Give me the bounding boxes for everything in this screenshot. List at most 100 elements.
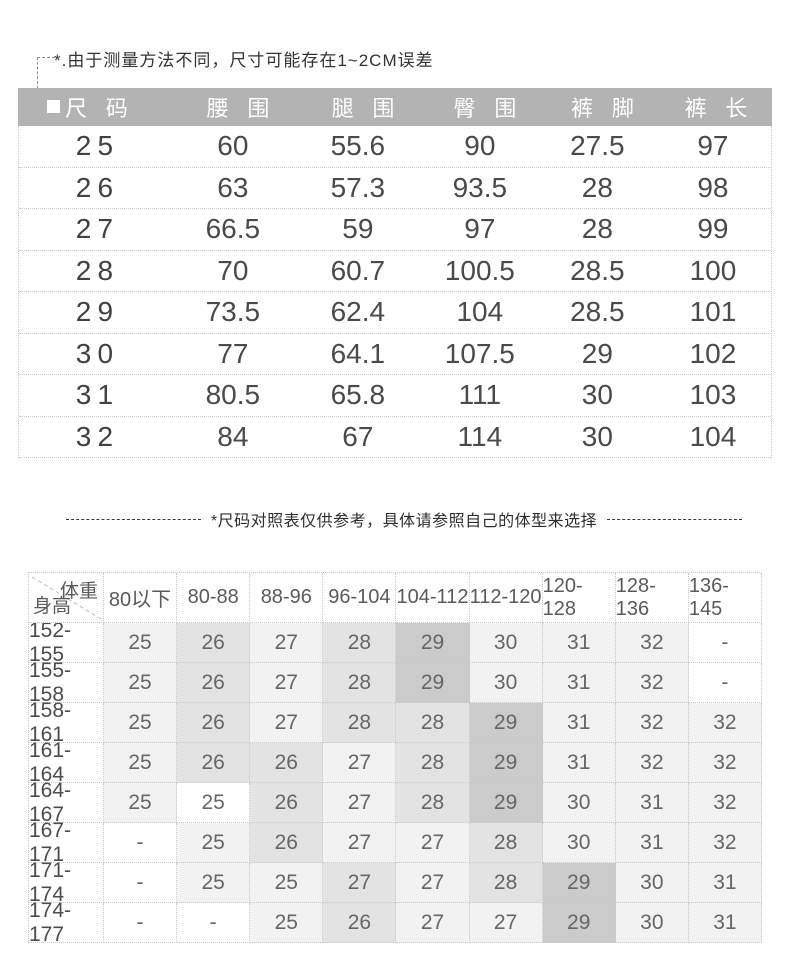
measurement-cell: 28 xyxy=(581,213,613,245)
recommended-size-cell: - xyxy=(688,663,762,703)
size-table-row: 28 70 60.7 100.5 28.5 100 xyxy=(19,251,771,292)
weight-range-header: 80-88 xyxy=(177,573,251,623)
size-table-row: 32 84 67 114 30 104 xyxy=(19,417,771,458)
col-header-leg-opening: 裤脚 xyxy=(571,96,653,121)
recommended-size-cell: 28 xyxy=(323,623,397,663)
fit-matrix-header-row: 体重 身高 80以下 80-88 88-96 96-104 104-112 112-120… xyxy=(29,573,762,623)
measurement-cell: 67 xyxy=(342,420,374,452)
recommended-size-cell: 25 xyxy=(177,863,251,903)
height-range-label: 152-155 xyxy=(29,619,104,666)
size-table-body: 25 60 55.6 90 27.5 97 26 63 57.3 93.5 28 98 27 66.5 59… xyxy=(18,126,772,458)
recommended-size-cell: 27 xyxy=(323,863,397,903)
recommended-size-cell: 30 xyxy=(469,623,543,663)
measurement-cell: 107.5 xyxy=(444,337,515,369)
size-value-cell: 25 xyxy=(75,130,120,162)
reference-note: *尺码对照表仅供参考，具体请参照自己的体型来选择 xyxy=(66,507,743,531)
recommended-size-cell: 27 xyxy=(469,903,543,943)
recommended-size-cell: 26 xyxy=(323,903,397,943)
measurement-cell: 104 xyxy=(689,420,737,452)
recommended-size-cell: 32 xyxy=(615,663,689,703)
measurement-cell: 65.8 xyxy=(330,379,386,411)
recommended-size-cell: 30 xyxy=(542,823,616,863)
recommended-size-cell: 31 xyxy=(542,743,616,783)
recommended-size-cell: - xyxy=(177,903,251,943)
recommended-size-cell: 31 xyxy=(542,623,616,663)
recommended-size-cell: 27 xyxy=(250,703,324,743)
fit-matrix-row: 158-161 25 26 27 28 28 29 31 32 32 xyxy=(29,699,762,746)
col-header-size: 尺码 xyxy=(65,96,147,121)
recommended-size-cell: 30 xyxy=(542,783,616,823)
fit-matrix-row: 164-167 25 25 26 27 28 29 30 31 32 xyxy=(29,779,762,826)
recommended-size-cell: 25 xyxy=(104,743,178,783)
size-table-row: 29 73.5 62.4 104 28.5 101 xyxy=(19,292,771,334)
recommended-size-cell: 27 xyxy=(396,823,470,863)
recommended-size-cell: 28 xyxy=(396,703,470,743)
size-value-cell: 31 xyxy=(75,379,120,411)
weight-range-header: 120-128 xyxy=(542,573,616,623)
measurement-cell: 64.1 xyxy=(330,337,386,369)
size-value-cell: 27 xyxy=(75,213,120,245)
height-axis-label: 身高 xyxy=(33,596,72,617)
recommended-size-cell: 31 xyxy=(542,703,616,743)
recommended-size-cell: - xyxy=(104,823,178,863)
recommended-size-cell: 25 xyxy=(250,903,324,943)
measurement-cell: 30 xyxy=(581,379,613,411)
recommended-size-cell: 32 xyxy=(688,703,762,743)
recommended-size-cell: 31 xyxy=(688,863,762,903)
recommended-size-cell: 28 xyxy=(323,703,397,743)
size-value-cell: 28 xyxy=(75,254,120,286)
height-range-label: 161-164 xyxy=(29,739,104,786)
weight-range-header: 80以下 xyxy=(104,573,178,623)
size-value-cell: 29 xyxy=(75,296,120,328)
weight-range-header: 128-136 xyxy=(615,573,689,623)
recommended-size-cell: 32 xyxy=(615,703,689,743)
measurement-cell: 104 xyxy=(456,296,504,328)
height-range-label: 167-171 xyxy=(29,819,104,866)
col-header-waist: 腰围 xyxy=(206,96,289,121)
measurement-cell: 100 xyxy=(689,254,737,286)
measurement-cell: 30 xyxy=(581,420,613,452)
note-connector-line xyxy=(37,57,55,108)
measurement-cell: 55.6 xyxy=(330,130,386,162)
recommended-size-cell: 30 xyxy=(615,903,689,943)
recommended-size-cell: 29 xyxy=(469,743,543,783)
measurement-cell: 62.4 xyxy=(330,296,386,328)
measurement-cell: 97 xyxy=(464,213,496,245)
recommended-size-cell: 27 xyxy=(396,903,470,943)
measurement-cell: 111 xyxy=(458,379,502,411)
measurement-cell: 100.5 xyxy=(444,254,515,286)
recommended-size-cell: 26 xyxy=(250,783,324,823)
col-header-thigh: 腿围 xyxy=(331,96,414,121)
col-header-hip: 臀围 xyxy=(453,96,536,121)
recommended-size-cell: 32 xyxy=(688,783,762,823)
recommended-size-cell: 28 xyxy=(469,823,543,863)
recommended-size-cell: - xyxy=(688,623,762,663)
recommended-size-cell: 27 xyxy=(323,743,397,783)
recommended-size-cell: 28 xyxy=(323,663,397,703)
recommended-size-cell: 29 xyxy=(469,783,543,823)
measurement-cell: 57.3 xyxy=(330,171,386,203)
measurement-cell: 27.5 xyxy=(570,130,625,162)
recommended-size-cell: 27 xyxy=(396,863,470,903)
height-range-label: 171-174 xyxy=(29,859,104,906)
corner-axis-cell: 体重 身高 xyxy=(29,573,104,623)
recommended-size-cell: 32 xyxy=(688,743,762,783)
recommended-size-cell: - xyxy=(104,903,178,943)
recommended-size-cell: 29 xyxy=(469,703,543,743)
recommended-size-cell: 27 xyxy=(323,783,397,823)
recommended-size-cell: 28 xyxy=(396,743,470,783)
reference-note-text: *尺码对照表仅供参考，具体请参照自己的体型来选择 xyxy=(210,513,598,530)
recommended-size-cell: 30 xyxy=(469,663,543,703)
recommended-size-cell: 31 xyxy=(615,823,689,863)
weight-range-header: 88-96 xyxy=(250,573,324,623)
recommended-size-cell: 26 xyxy=(177,623,251,663)
recommended-size-cell: 29 xyxy=(396,623,470,663)
measurement-cell: 73.5 xyxy=(205,296,261,328)
measurement-cell: 114 xyxy=(457,420,503,452)
size-table-header: 尺码 腰围 腿围 臀围 裤脚 裤长 xyxy=(18,88,772,126)
divider-line-left xyxy=(66,518,201,520)
recommended-size-cell: 28 xyxy=(469,863,543,903)
recommended-size-cell: 25 xyxy=(104,703,178,743)
size-table-row: 27 66.5 59 97 28 99 xyxy=(19,209,771,251)
measurement-cell: 70 xyxy=(217,254,249,286)
